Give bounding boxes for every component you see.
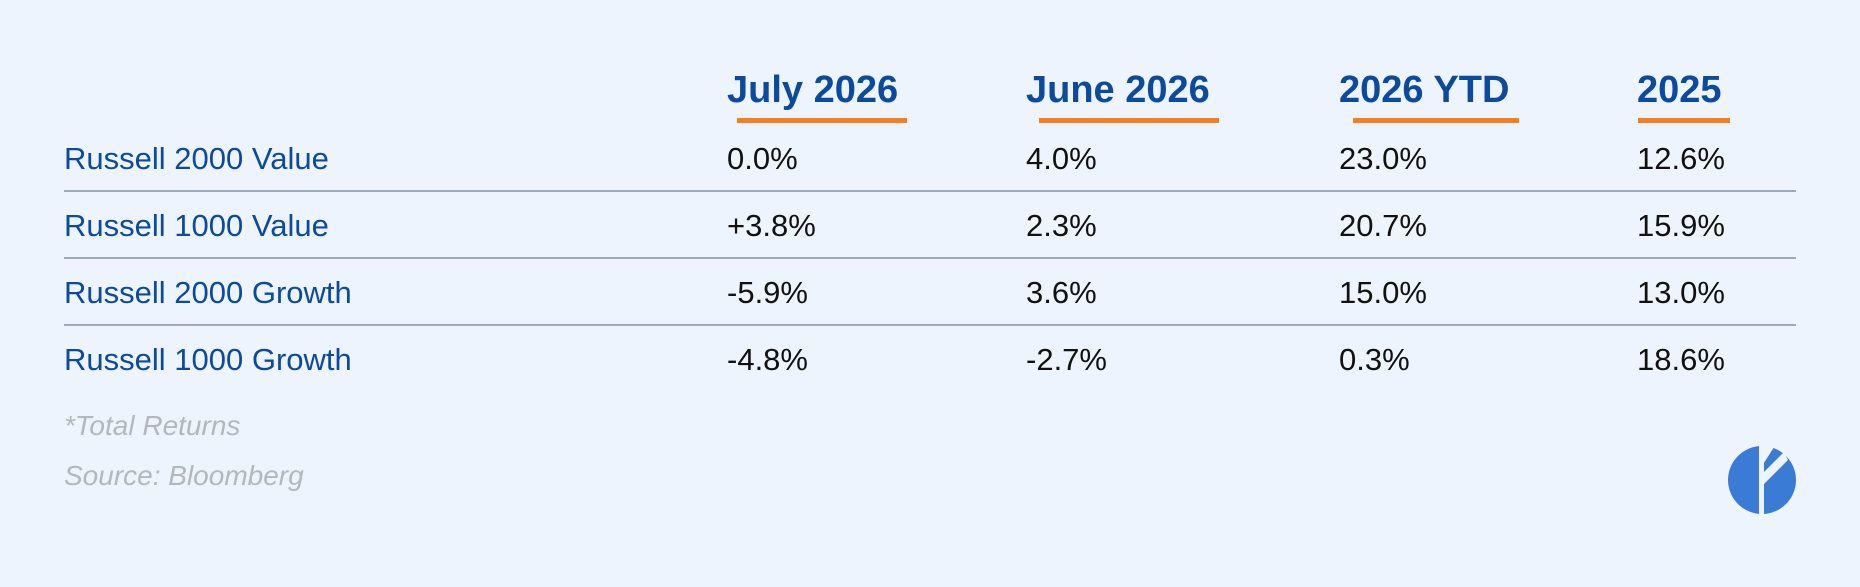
table-cell: 13.0% bbox=[1637, 275, 1725, 310]
header-underline bbox=[1039, 118, 1219, 123]
row-divider bbox=[64, 190, 1796, 192]
column-header-label: 2026 YTD bbox=[1339, 69, 1510, 111]
table-cell: 20.7% bbox=[1339, 208, 1427, 243]
row-divider bbox=[64, 257, 1796, 259]
column-header-3: 2025 bbox=[1637, 64, 1730, 126]
header-underline bbox=[1638, 118, 1730, 123]
table-cell: 2.3% bbox=[1026, 208, 1097, 243]
column-header-label: 2025 bbox=[1637, 69, 1722, 111]
table-cell: 15.9% bbox=[1637, 208, 1725, 243]
column-header-2: 2026 YTD bbox=[1339, 64, 1519, 126]
table-cell: 15.0% bbox=[1339, 275, 1427, 310]
table-cell: +3.8% bbox=[727, 208, 816, 243]
row-divider bbox=[64, 324, 1796, 326]
table-cell: 18.6% bbox=[1637, 342, 1725, 377]
table-cell: 12.6% bbox=[1637, 141, 1725, 176]
column-header-label: July 2026 bbox=[727, 69, 899, 111]
table-cell: 23.0% bbox=[1339, 141, 1427, 176]
table-cell: 4.0% bbox=[1026, 141, 1097, 176]
row-label: Russell 2000 Value bbox=[64, 141, 329, 176]
table-cell: -2.7% bbox=[1026, 342, 1107, 377]
source-note: Source: Bloomberg bbox=[64, 460, 304, 491]
header-underline bbox=[1353, 118, 1519, 123]
total-returns-note: *Total Returns bbox=[64, 410, 241, 441]
table-cell: 0.0% bbox=[727, 141, 798, 176]
header-underline bbox=[737, 118, 907, 123]
pie-leaf-logo-icon bbox=[1728, 444, 1796, 516]
row-label: Russell 1000 Growth bbox=[64, 342, 352, 377]
table-cell: 0.3% bbox=[1339, 342, 1410, 377]
column-header-label: June 2026 bbox=[1026, 69, 1210, 111]
row-label: Russell 1000 Value bbox=[64, 208, 329, 243]
row-label: Russell 2000 Growth bbox=[64, 275, 352, 310]
column-header-1: June 2026 bbox=[1026, 64, 1219, 126]
column-header-0: July 2026 bbox=[727, 64, 907, 126]
table-cell: -5.9% bbox=[727, 275, 808, 310]
table-cell: 3.6% bbox=[1026, 275, 1097, 310]
table-cell: -4.8% bbox=[727, 342, 808, 377]
